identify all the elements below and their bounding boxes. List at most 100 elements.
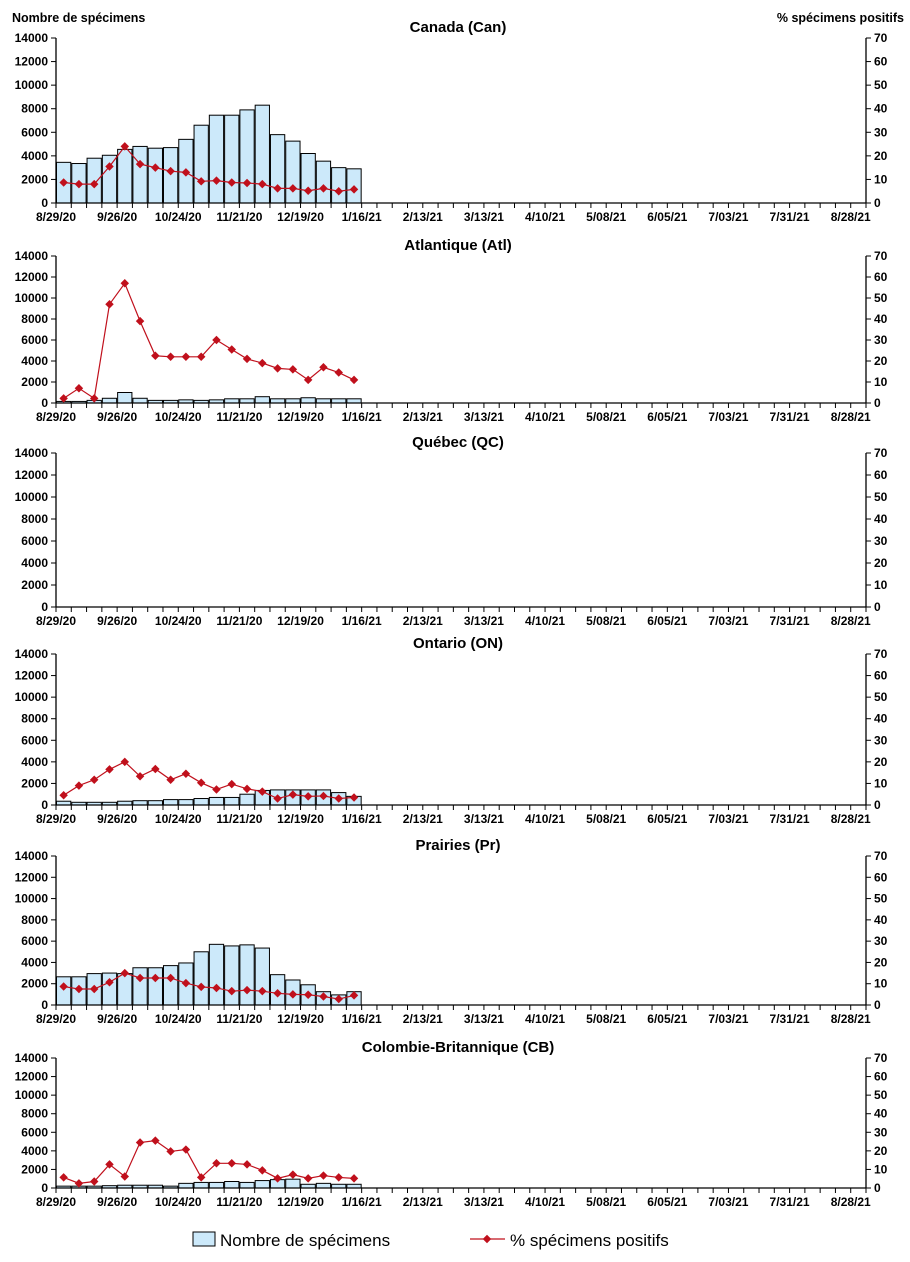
- specimen-bar: [285, 140, 301, 204]
- pct-positive-point: [334, 368, 343, 377]
- pct-positive-point: [319, 363, 328, 372]
- left-tick-label: 2000: [21, 375, 48, 389]
- x-tick-label: 11/21/20: [216, 1195, 262, 1209]
- left-tick-label: 12000: [15, 468, 49, 482]
- pct-positive-point: [212, 176, 221, 185]
- x-tick-label: 8/29/20: [36, 410, 76, 424]
- x-tick-label: 2/13/21: [403, 1012, 443, 1026]
- left-tick-label: 2000: [21, 172, 48, 186]
- left-tick-label: 8000: [21, 102, 48, 116]
- pct-positive-point: [258, 986, 267, 996]
- pct-positive-point: [105, 765, 114, 774]
- specimen-bar: [132, 397, 148, 404]
- right-tick-label: 10: [874, 172, 888, 186]
- x-tick-label: 7/31/21: [770, 614, 810, 628]
- specimen-bar: [254, 1180, 270, 1189]
- left-tick-label: 8000: [21, 312, 48, 326]
- pct-positive-point: [196, 778, 206, 788]
- left-tick-label: 6000: [21, 125, 48, 139]
- x-tick-label: 9/26/20: [97, 1012, 137, 1026]
- pct-positive-point: [334, 794, 343, 803]
- x-tick-label: 8/28/21: [831, 410, 871, 424]
- pct-positive-point: [273, 989, 282, 998]
- x-tick-label: 8/29/20: [36, 210, 76, 224]
- left-tick-label: 6000: [21, 733, 48, 747]
- pct-positive-point: [196, 352, 206, 362]
- left-tick-label: 12000: [15, 55, 49, 69]
- x-tick-label: 7/31/21: [770, 1195, 810, 1209]
- pct-positive-point: [89, 775, 99, 785]
- x-tick-label: 1/16/21: [342, 210, 382, 224]
- panel-title: Ontario (ON): [413, 635, 503, 652]
- pct-positive-point: [303, 1174, 313, 1183]
- x-tick-label: 7/31/21: [770, 812, 810, 826]
- x-tick-label: 7/03/21: [708, 614, 748, 628]
- x-tick-label: 11/21/20: [216, 410, 262, 424]
- right-tick-label: 20: [874, 354, 888, 368]
- x-tick-label: 6/05/21: [647, 1195, 687, 1209]
- x-tick-label: 6/05/21: [647, 210, 687, 224]
- right-tick-label: 10: [874, 578, 888, 592]
- pct-positive-point: [151, 764, 160, 774]
- right-tick-label: 0: [874, 1181, 881, 1195]
- pct-positive-point: [349, 185, 359, 194]
- pct-positive-point: [242, 178, 252, 188]
- specimen-bar: [300, 397, 316, 404]
- left-tick-label: 8000: [21, 1107, 48, 1121]
- right-tick-label: 60: [874, 55, 888, 69]
- pct-positive-point: [135, 1138, 145, 1147]
- panel-title: Prairies (Pr): [415, 837, 500, 854]
- panel-3: Ontario (ON) 0 2000 4000 6000 8000 10000 12000 1…: [15, 635, 888, 826]
- pct-positive-point: [212, 335, 221, 345]
- left-tick-label: 12000: [15, 270, 49, 284]
- pct-positive-point: [288, 790, 298, 799]
- left-tick-label: 8000: [21, 913, 48, 927]
- specimen-bar: [208, 114, 225, 204]
- left-tick-label: 14000: [15, 1051, 49, 1065]
- pct-positive-point: [74, 781, 84, 790]
- specimen-bar: [239, 109, 255, 204]
- left-tick-label: 6000: [21, 934, 48, 948]
- pct-positive-point: [166, 352, 175, 362]
- right-tick-label: 70: [874, 647, 888, 661]
- right-tick-label: 20: [874, 955, 888, 969]
- pct-positive-point: [334, 1173, 343, 1182]
- x-tick-label: 2/13/21: [403, 614, 443, 628]
- right-tick-label: 60: [874, 870, 888, 884]
- right-tick-label: 40: [874, 1107, 888, 1121]
- pct-positive-point: [181, 1145, 191, 1154]
- right-tick-label: 10: [874, 1162, 888, 1176]
- pct-positive-point: [334, 186, 343, 196]
- pct-positive-point: [288, 990, 298, 999]
- pct-positive-point: [151, 163, 160, 172]
- panel-title: Atlantique (Atl): [404, 237, 511, 254]
- pct-positive-point: [349, 375, 359, 385]
- left-axis-label: Nombre de spécimens: [12, 11, 145, 25]
- panel-4: Prairies (Pr) 0 2000 4000 6000 8000 10000 12000…: [15, 837, 888, 1026]
- specimen-bar: [208, 796, 225, 806]
- x-tick-label: 10/24/20: [155, 1195, 202, 1209]
- right-tick-label: 60: [874, 270, 888, 284]
- x-tick-label: 4/10/21: [525, 210, 565, 224]
- x-tick-label: 12/19/20: [277, 614, 324, 628]
- left-tick-label: 14000: [15, 849, 49, 863]
- x-tick-label: 1/16/21: [342, 614, 382, 628]
- right-tick-label: 70: [874, 31, 888, 45]
- x-tick-label: 2/13/21: [403, 1195, 443, 1209]
- x-tick-label: 1/16/21: [342, 410, 382, 424]
- specimen-bar: [162, 965, 179, 1006]
- specimen-bar: [193, 124, 209, 204]
- legend-line-label: % spécimens positifs: [510, 1231, 669, 1250]
- left-tick-label: 4000: [21, 955, 48, 969]
- right-tick-label: 60: [874, 669, 888, 683]
- specimen-bar: [193, 1181, 209, 1189]
- x-tick-label: 8/28/21: [831, 812, 871, 826]
- right-tick-label: 20: [874, 149, 888, 163]
- pct-positive-point: [59, 394, 68, 403]
- panel-title: Québec (QC): [412, 434, 504, 451]
- left-tick-label: 0: [41, 1181, 48, 1195]
- pct-positive-point: [59, 1173, 68, 1182]
- left-tick-label: 10000: [15, 690, 49, 704]
- pct-positive-point: [258, 787, 267, 796]
